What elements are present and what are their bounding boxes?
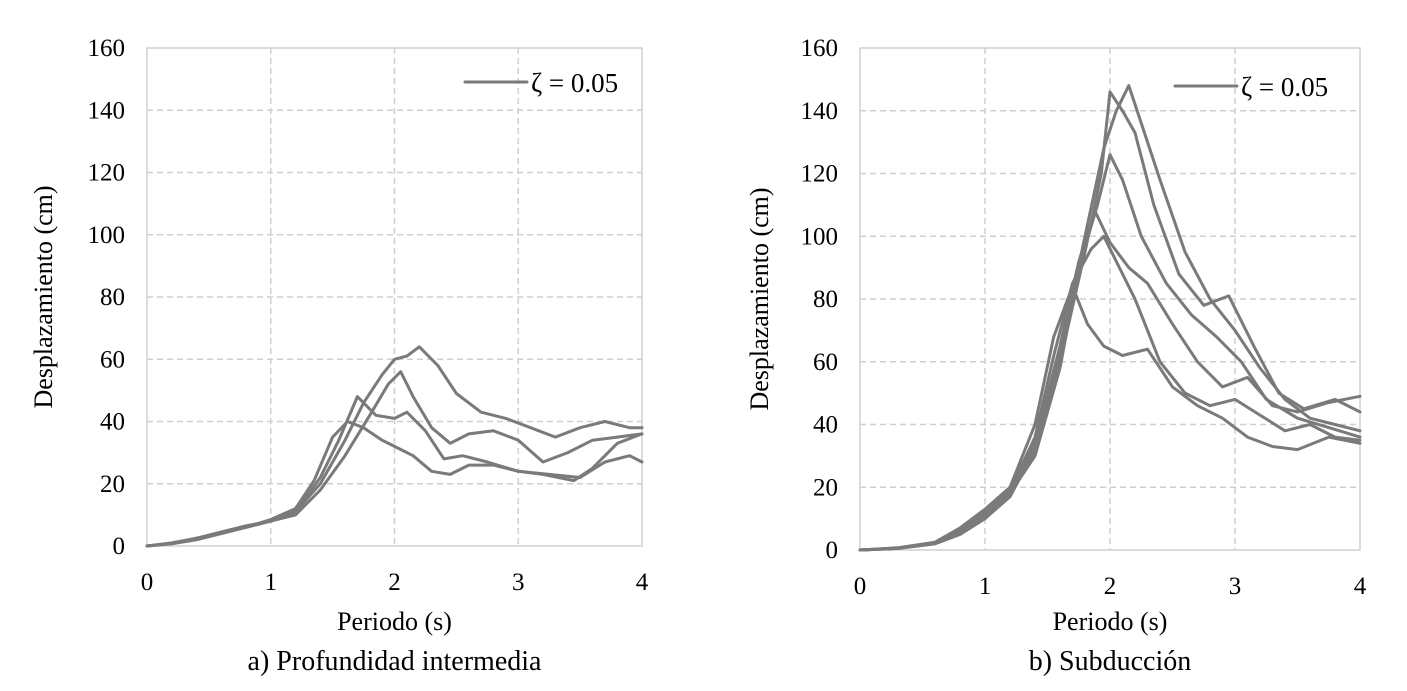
x-axis-title: Periodo (s) (1053, 607, 1168, 636)
y-tick-label: 120 (88, 160, 126, 187)
plot-area (146, 47, 643, 547)
x-tick-label: 2 (1104, 573, 1117, 600)
legend-label: ζ = 0.05 (531, 68, 618, 98)
x-tick-label: 4 (636, 569, 649, 596)
y-tick-label: 140 (801, 98, 839, 125)
y-tick-label: 120 (801, 161, 839, 188)
panel-caption: a) Profundidad intermedia (248, 646, 542, 677)
y-tick-label: 160 (88, 35, 126, 62)
y-axis-title: Desplazamiento (cm) (29, 185, 58, 408)
series-line-5 (858, 284, 1362, 552)
y-tick-label: 0 (113, 533, 126, 560)
chart-panel-2: 0 20 40 60 80 100 120 140 160 0 1 2 3 4 ζ = 0.05 Period… (745, 35, 1367, 677)
x-tick-label: 1 (979, 573, 992, 600)
legend-label: ζ = 0.05 (1241, 72, 1328, 102)
y-tick-label: 160 (801, 35, 839, 62)
y-tick-label: 60 (813, 349, 838, 376)
x-tick-label: 2 (388, 569, 401, 596)
panel-caption: b) Subducción (1029, 646, 1192, 677)
series-line-6 (858, 209, 1362, 552)
x-tick-label: 0 (141, 569, 154, 596)
y-axis-title: Desplazamiento (cm) (745, 187, 774, 410)
y-tick-label: 40 (100, 409, 125, 436)
series-line-2 (858, 90, 1362, 552)
y-tick-label: 20 (100, 471, 125, 498)
y-tick-label: 20 (813, 474, 838, 501)
y-tick-label: 0 (826, 537, 839, 564)
plot-area (859, 47, 1361, 551)
y-tick-label: 40 (813, 412, 838, 439)
x-tick-label: 1 (265, 569, 278, 596)
y-tick-label: 80 (813, 286, 838, 313)
chart-panel-1: 0 20 40 60 80 100 120 140 160 0 1 2 3 4 ζ = 0.05 Period… (29, 35, 649, 677)
y-tick-label: 100 (801, 223, 839, 250)
y-tick-label: 100 (88, 222, 126, 249)
x-axis-title: Periodo (s) (337, 607, 452, 636)
x-tick-label: 3 (1229, 573, 1242, 600)
x-tick-label: 4 (1354, 573, 1367, 600)
y-tick-label: 80 (100, 284, 125, 311)
x-tick-label: 3 (512, 569, 525, 596)
y-tick-label: 140 (88, 97, 126, 124)
series-line-4 (145, 420, 644, 548)
x-tick-label: 0 (854, 573, 867, 600)
y-tick-label: 60 (100, 346, 125, 373)
